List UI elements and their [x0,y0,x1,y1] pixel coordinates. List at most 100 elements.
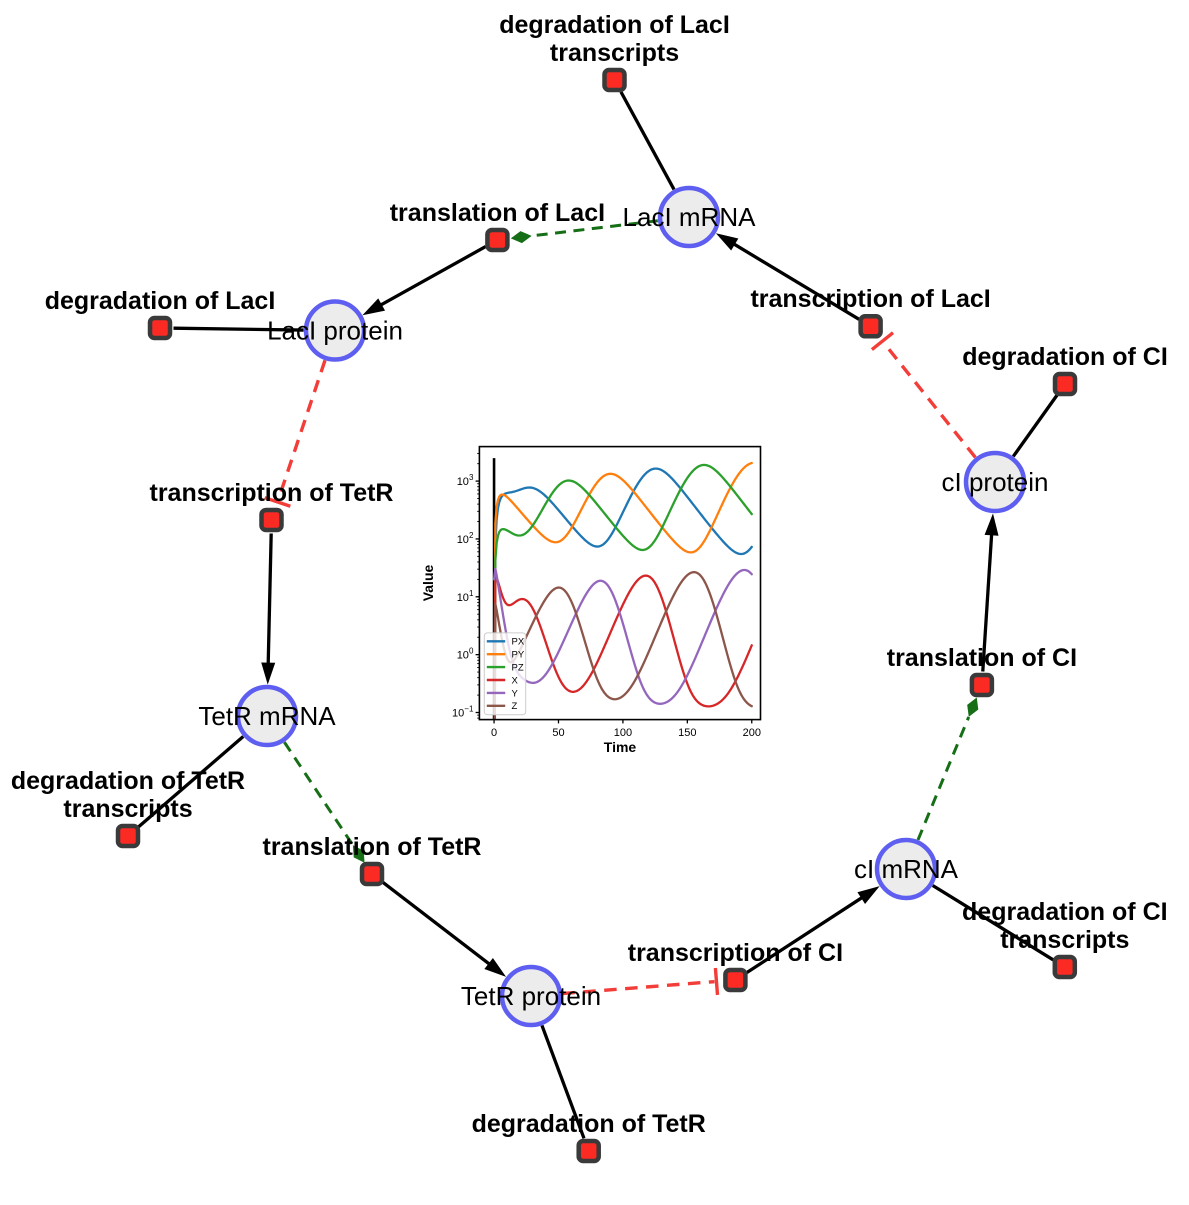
y-tick-label-1e0: 100 [457,647,474,662]
species-label-laci_mrna: LacI mRNA [623,202,757,232]
reaction-node-txn_tetr [259,507,284,533]
y-tick-label-1e3: 103 [457,473,474,488]
reaction-label-deg_laci_tx-line0: degradation of LacI [499,11,730,39]
chart-curve-PX [493,467,753,720]
reaction-node-transl_ci [969,672,995,698]
arrowhead-tetr_mrna [261,662,276,685]
reaction-node-transl_tetr [359,861,385,887]
x-tick-label-200: 200 [743,727,761,739]
edge-production-txn_laci-to-laci_mrna [730,241,860,321]
reaction-node-deg_laci_tx [602,67,627,93]
edge-production-txn_ci-to-ci_mrna [745,894,866,975]
chart-curve-PY [493,461,753,720]
edge-modifier-ci_mrna-to-transl_ci [916,716,971,841]
chart-curve-layer [492,458,753,720]
reaction-node-deg_tetr_tx [115,823,141,849]
reaction-label-txn_laci-line0: transcription of LacI [750,285,990,313]
edge-consumption-tetr_mrna-to-deg_tetr_tx [137,735,245,829]
legend-label-Z: Z [512,701,518,712]
legend-label-PY: PY [512,650,525,661]
reaction-label-deg_ci-line0: degradation of CI [962,343,1168,371]
reaction-node-transl_laci [485,227,510,253]
reaction-label-deg_ci_tx-line1: transcripts [1000,926,1129,954]
species-node-ci_protein [963,450,1027,514]
inhibition-bar-txn_ci [713,967,720,996]
chart-curve-Y [492,567,753,705]
x-tick-label-50: 50 [552,727,564,739]
reaction-label-transl_laci-line0: translation of LacI [390,199,605,227]
node-label-layer: degradation of LacItranscriptstranslatio… [11,11,1168,1138]
edge-inhibition-ci_protein-to-txn_laci [882,341,977,459]
reaction-label-txn_ci-line0: transcription of CI [628,939,843,967]
reaction-label-transl_ci-line0: translation of CI [887,644,1077,672]
arrowhead-tetr_protein [484,957,507,977]
species-label-tetr_protein: TetR protein [461,981,601,1011]
arrowhead-laci_protein [362,298,386,316]
reaction-node-txn_ci [723,967,748,993]
arrowhead-ci_mrna [857,886,880,904]
edge-layer [137,91,1059,1139]
edge-consumption-tetr_protein-to-deg_tetr [540,1024,586,1139]
node-layer [115,67,1078,1164]
species-label-tetr_mrna: TetR mRNA [198,701,336,731]
reaction-label-transl_tetr-line0: translation of TetR [263,833,482,861]
inhibition-bar-txn_tetr [264,496,291,508]
chart-curve-X [493,574,753,720]
edge-inhibition-laci_protein-to-txn_tetr [276,359,327,501]
chart-ylabel: Value [420,565,436,602]
arrowhead-ci_protein [984,513,999,536]
reaction-node-deg_laci [147,315,173,341]
edge-production-transl_laci-to-laci_protein [377,245,487,308]
x-tick-label-0: 0 [491,727,497,739]
chart-curve-PZ [493,463,753,720]
edge-production-transl_ci-to-ci_protein [981,531,994,672]
species-node-laci_mrna [657,185,721,249]
edge-inhibition-tetr_protein-to-txn_ci [562,979,715,996]
reaction-label-txn_tetr-line0: transcription of TetR [150,479,394,507]
edge-modifier-laci_mrna-to-transl_laci [531,219,659,238]
modifier-arrowhead-transl_tetr [352,845,365,863]
species-label-ci_mrna: cI mRNA [854,854,959,884]
chart-curve-Z [493,570,753,720]
chart-tick-layer: 0 50 100 150 200 103 102 101 100 10−1 [452,453,761,739]
legend-label-Y: Y [512,688,519,699]
reaction-label-deg_tetr-line0: degradation of TetR [472,1110,706,1138]
inhibition-bar-txn_laci [870,331,895,351]
y-tick-label-1e1: 101 [457,589,474,604]
legend-label-PX: PX [512,637,525,648]
species-node-laci_protein [303,299,367,362]
edge-consumption-laci_mrna-to-deg_laci_tx [619,91,676,191]
modifier-arrowhead-transl_ci [967,697,979,717]
edge-modifier-tetr_mrna-to-transl_tetr [283,741,355,847]
reaction-node-deg_tetr [576,1138,601,1164]
species-node-tetr_protein [499,964,563,1028]
x-tick-label-100: 100 [614,727,632,739]
edge-consumption-ci_protein-to-deg_ci [1011,394,1059,458]
y-tick-label-1e-1: 10−1 [452,705,474,720]
species-node-tetr_mrna [235,684,299,748]
edge-consumption-ci_mrna-to-deg_ci_tx [931,884,1055,962]
modifier-arrowhead-transl_laci [510,231,532,244]
species-label-laci_protein: LacI protein [267,316,403,346]
edge-production-transl_tetr-to-tetr_protein [381,880,493,968]
reaction-label-deg_ci_tx-line0: degradation of CI [962,898,1168,926]
reaction-label-deg_laci-line0: degradation of LacI [45,287,276,315]
reaction-label-deg_tetr_tx-line1: transcripts [63,795,192,823]
reaction-label-deg_tetr_tx-line0: degradation of TetR [11,767,245,795]
reaction-label-deg_laci_tx-line1: transcripts [550,39,679,67]
legend-label-PZ: PZ [512,663,524,674]
y-tick-label-1e2: 102 [457,531,474,546]
legend-label-X: X [512,675,519,686]
reaction-node-txn_laci [858,314,883,339]
x-tick-label-150: 150 [678,727,696,739]
species-node-ci_mrna [874,837,938,901]
arrowhead-laci_mrna [715,233,739,251]
reaction-node-deg_ci_tx [1052,954,1078,980]
edge-production-txn_tetr-to-tetr_mrna [266,533,273,667]
edge-consumption-laci_protein-to-deg_laci [173,326,304,332]
chart-xlabel: Time [604,739,637,755]
species-label-ci_protein: cI protein [942,467,1049,497]
